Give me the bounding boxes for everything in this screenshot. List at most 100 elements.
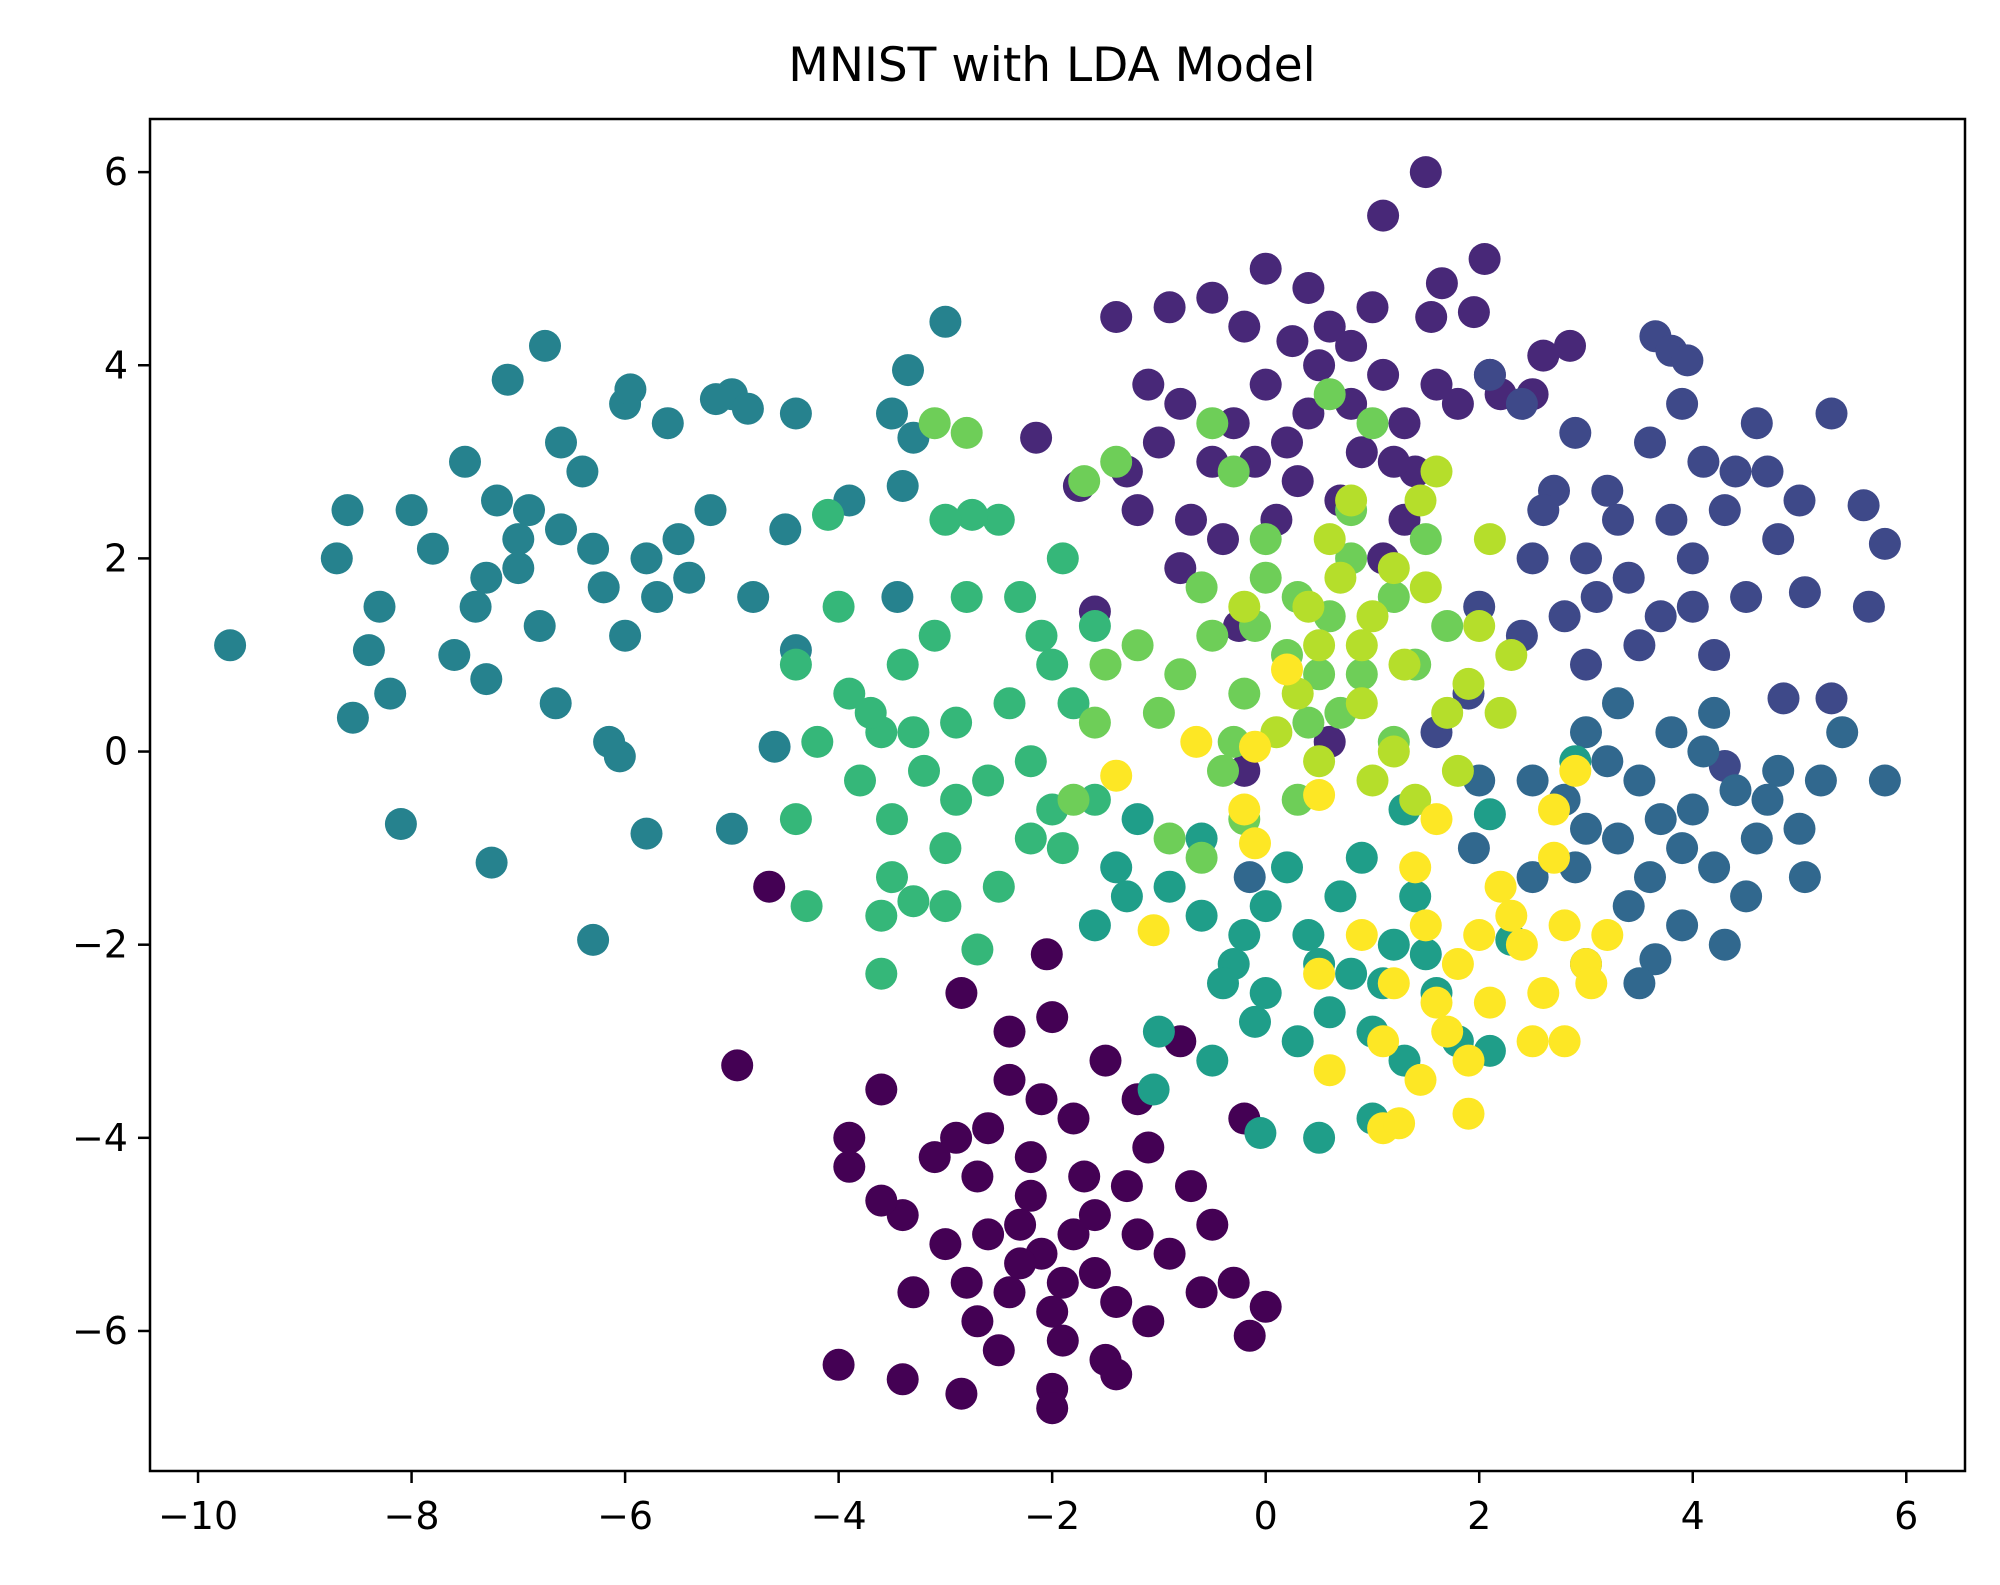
scatter-point-class-1: [1303, 349, 1336, 382]
scatter-point-class-2: [1698, 639, 1731, 671]
scatter-point-class-0: [1036, 1001, 1069, 1034]
scatter-point-class-7: [1303, 658, 1336, 691]
scatter-point-class-0: [961, 1305, 994, 1338]
scatter-point-class-4: [449, 445, 481, 478]
scatter-point-class-6: [779, 803, 812, 836]
scatter-point-class-5: [1228, 919, 1261, 951]
scatter-point-class-8: [1313, 523, 1346, 556]
scatter-point-class-1: [1468, 243, 1501, 275]
scatter-point-class-5: [1249, 977, 1282, 1009]
scatter-point-class-0: [972, 1112, 1005, 1145]
scatter-point-class-1: [1142, 426, 1175, 459]
scatter-point-class-4: [481, 484, 513, 517]
scatter-point-class-9: [1484, 870, 1517, 903]
scatter-point-class-3: [1639, 943, 1672, 976]
scatter-point-class-9: [1548, 1025, 1581, 1058]
scatter-point-class-8: [1324, 561, 1357, 594]
scatter-point-class-5: [1399, 880, 1432, 913]
scatter-point-class-2: [1815, 397, 1848, 430]
scatter-point-class-7: [1078, 706, 1111, 739]
scatter-point-class-7: [1068, 465, 1101, 498]
scatter-point-class-6: [886, 648, 919, 681]
scatter-point-class-4: [320, 542, 353, 575]
scatter-point-class-2: [1751, 455, 1784, 488]
scatter-point-class-5: [1078, 909, 1111, 942]
scatter-point-class-5: [1345, 841, 1378, 874]
scatter-point-class-9: [1559, 754, 1592, 787]
scatter-point-class-3: [1788, 861, 1821, 894]
scatter-point-class-2: [1634, 426, 1666, 459]
scatter-point-class-1: [1356, 291, 1389, 324]
scatter-point-class-6: [865, 957, 898, 990]
scatter-point-class-4: [529, 329, 561, 362]
scatter-point-class-0: [1233, 1319, 1266, 1352]
scatter-point-class-2: [1815, 682, 1848, 715]
x-tick-label: 6: [1894, 1494, 1918, 1538]
y-tick-label: 6: [104, 150, 128, 194]
chart-title: MNIST with LDA Model: [788, 38, 1315, 93]
scatter-point-class-4: [566, 455, 599, 488]
scatter-point-class-9: [1239, 730, 1271, 763]
scatter-point-class-1: [1554, 329, 1586, 362]
scatter-point-class-0: [993, 1276, 1026, 1309]
scatter-point-class-9: [1409, 909, 1442, 942]
scatter-point-class-4: [475, 846, 508, 879]
scatter-point-class-6: [929, 890, 962, 923]
scatter-point-class-8: [1463, 610, 1496, 642]
scatter-point-class-1: [1335, 329, 1368, 362]
scatter-point-class-7: [1185, 841, 1218, 874]
scatter-point-class-9: [1505, 928, 1538, 961]
scatter-point-class-9: [1313, 1054, 1346, 1087]
scatter-point-class-0: [1046, 1324, 1079, 1357]
scatter-point-class-3: [1666, 909, 1699, 942]
scatter-point-class-7: [1196, 619, 1229, 652]
scatter-point-class-2: [1527, 494, 1560, 527]
scatter-point-class-1: [1228, 310, 1261, 343]
scatter-point-class-3: [1570, 716, 1602, 749]
scatter-point-class-0: [945, 1377, 978, 1410]
scatter-point-class-2: [1676, 590, 1709, 623]
plot-frame: [148, 117, 1967, 1473]
scatter-point-class-0: [1046, 1266, 1079, 1299]
scatter-point-class-4: [737, 581, 770, 613]
scatter-point-class-6: [779, 648, 812, 681]
scatter-point-class-4: [545, 426, 577, 459]
scatter-point-class-6: [801, 725, 834, 758]
scatter-point-class-6: [961, 933, 994, 966]
scatter-point-class-0: [1004, 1208, 1037, 1241]
scatter-point-class-0: [993, 1063, 1026, 1096]
scatter-point-class-1: [1313, 310, 1346, 343]
y-tick-label: 4: [104, 343, 128, 387]
scatter-point-class-2: [1548, 600, 1581, 633]
scatter-point-class-0: [918, 1141, 951, 1174]
scatter-point-class-3: [1602, 822, 1634, 855]
x-tick-label: −2: [1024, 1494, 1080, 1538]
scatter-point-class-8: [1452, 667, 1485, 700]
scatter-point-class-4: [630, 542, 663, 575]
scatter-point-class-7: [1121, 629, 1154, 662]
scatter-point-class-0: [1100, 1286, 1133, 1318]
scatter-point-class-6: [854, 696, 887, 729]
scatter-point-class-0: [1004, 1247, 1037, 1280]
y-axis-ticks: −6 −4 −2 0 2 4 6: [72, 150, 150, 1353]
scatter-point-class-1: [1132, 368, 1165, 401]
scatter-point-class-8: [1377, 552, 1410, 585]
scatter-point-class-2: [1666, 387, 1699, 420]
scatter-point-class-2: [1623, 629, 1656, 662]
scatter-point-class-3: [1868, 764, 1901, 797]
scatter-point-class-3: [1698, 696, 1731, 729]
scatter-point-class-7: [1292, 706, 1325, 739]
scatter-point-class-4: [641, 581, 674, 613]
scatter-point-class-0: [972, 1218, 1005, 1251]
scatter-point-class-6: [1046, 832, 1079, 865]
scatter-point-class-0: [1068, 1160, 1101, 1193]
y-tick-label: 0: [104, 730, 128, 774]
scatter-point-class-7: [1164, 658, 1197, 691]
scatter-point-class-4: [779, 397, 812, 430]
scatter-point-class-3: [1666, 832, 1699, 865]
scatter-point-class-0: [982, 1334, 1015, 1367]
scatter-point-class-2: [1505, 387, 1538, 420]
scatter-point-class-4: [459, 590, 492, 623]
